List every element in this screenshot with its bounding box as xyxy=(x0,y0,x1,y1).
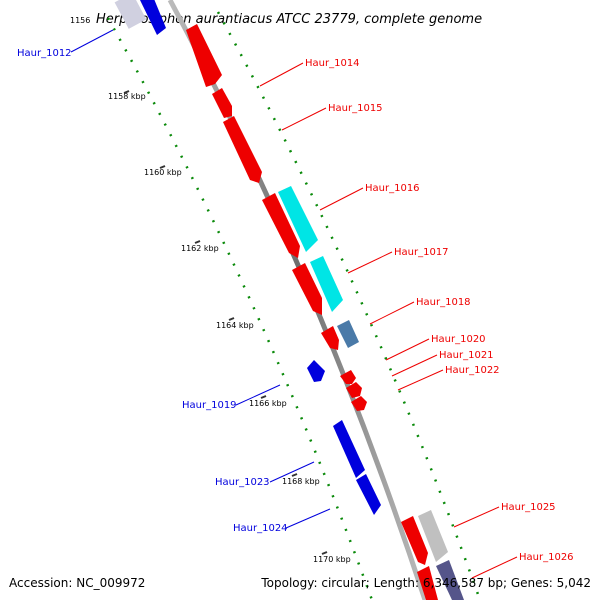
label-haur-1022: Haur_1022 xyxy=(445,365,500,376)
gene-haur-1019 xyxy=(307,360,325,382)
gene-haur-1021 xyxy=(346,382,362,398)
tick-marks xyxy=(123,90,328,555)
gene-haur-1022 xyxy=(351,396,367,411)
map-title: Herpetosiphon aurantiacus ATCC 23779, co… xyxy=(96,12,482,27)
gene-haur-1026 xyxy=(417,566,438,600)
label-haur-1020: Haur_1020 xyxy=(431,334,486,345)
gene-haur-1016b xyxy=(262,193,300,258)
tick-label-1170: 1170 kbp xyxy=(313,555,351,564)
feature-cyan-1 xyxy=(278,186,318,252)
label-haur-1015: Haur_1015 xyxy=(328,103,383,114)
tick-label-1162: 1162 kbp xyxy=(181,244,219,253)
feature-slate xyxy=(436,560,464,600)
label-haur-1016: Haur_1016 xyxy=(365,183,420,194)
tick-label-1160: 1160 kbp xyxy=(144,168,182,177)
genome-backbone xyxy=(167,0,428,600)
tick-label-1158: 1158 kbp xyxy=(108,92,146,101)
feature-grey xyxy=(418,510,448,562)
label-haur-1025: Haur_1025 xyxy=(501,502,556,513)
tick-labels: 1156 1158 kbp 1160 kbp 1162 kbp 1164 kbp… xyxy=(70,16,351,564)
gene-haur-1014 xyxy=(186,24,222,87)
label-haur-1019: Haur_1019 xyxy=(182,400,237,411)
gene-haur-1020 xyxy=(340,370,356,384)
gene-haur-1023 xyxy=(333,420,365,478)
feature-steel xyxy=(337,320,359,348)
callout-lines-minus xyxy=(70,29,331,529)
label-haur-1014: Haur_1014 xyxy=(305,58,360,69)
gene-labels-minus: Haur_1012 Haur_1019 Haur_1023 Haur_1024 xyxy=(17,48,288,534)
tick-label-1166: 1166 kbp xyxy=(249,399,287,408)
gene-haur-1015 xyxy=(212,88,232,118)
callout-lines-plus xyxy=(259,62,518,579)
accession-label: Accession: NC_009972 xyxy=(9,576,146,590)
tick-label-1156: 1156 xyxy=(70,16,90,25)
label-haur-1024: Haur_1024 xyxy=(233,523,288,534)
gene-haur-1018 xyxy=(321,326,339,350)
feature-cyan-2 xyxy=(310,256,343,312)
label-haur-1018: Haur_1018 xyxy=(416,297,471,308)
topology-label: Topology: circular; Length: 6,346,587 bp… xyxy=(261,576,591,590)
label-haur-1023: Haur_1023 xyxy=(215,477,270,488)
label-haur-1012: Haur_1012 xyxy=(17,48,72,59)
tick-label-1168: 1168 kbp xyxy=(282,477,320,486)
gene-haur-1025 xyxy=(401,516,428,565)
gene-haur-1012 xyxy=(140,0,166,35)
feature-top-grey xyxy=(114,0,147,29)
tick-label-1164: 1164 kbp xyxy=(216,321,254,330)
label-haur-1017: Haur_1017 xyxy=(394,247,449,258)
label-haur-1021: Haur_1021 xyxy=(439,350,494,361)
gene-haur-1016 xyxy=(223,116,262,183)
label-haur-1026: Haur_1026 xyxy=(519,552,574,563)
gene-haur-1024 xyxy=(356,474,381,515)
gene-labels-plus: Haur_1014 Haur_1015 Haur_1016 Haur_1017 … xyxy=(305,58,574,563)
gene-haur-1017 xyxy=(292,263,322,315)
